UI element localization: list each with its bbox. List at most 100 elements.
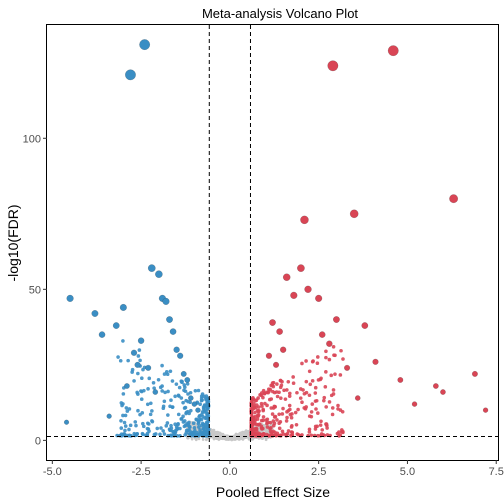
down-point xyxy=(166,316,173,323)
up-point xyxy=(270,389,275,394)
up-point xyxy=(313,427,318,431)
up-point xyxy=(290,412,294,416)
down-point xyxy=(140,376,144,381)
down-point xyxy=(124,406,129,410)
up-point xyxy=(307,427,312,432)
up-point xyxy=(285,410,289,414)
down-point xyxy=(204,414,209,419)
up-point xyxy=(330,406,335,410)
down-point xyxy=(185,409,190,414)
y-axis: 0 50 100 xyxy=(23,133,47,447)
up-point xyxy=(277,390,281,395)
down-point xyxy=(174,382,179,386)
up-point xyxy=(273,414,278,419)
up-point xyxy=(324,422,329,426)
up-point xyxy=(336,403,340,408)
up-point xyxy=(250,407,255,412)
down-point xyxy=(193,428,197,433)
up-point xyxy=(289,433,293,438)
down-point xyxy=(162,297,170,306)
x-tick-label: 5.0 xyxy=(400,466,415,478)
ns-point xyxy=(201,438,205,441)
down-point xyxy=(145,426,150,431)
down-point xyxy=(146,422,151,426)
up-point xyxy=(309,410,314,414)
down-point xyxy=(184,376,191,383)
up-point xyxy=(304,405,308,409)
up-point xyxy=(294,423,299,427)
up-point xyxy=(324,405,328,409)
up-point xyxy=(440,389,446,395)
down-point xyxy=(123,413,128,418)
up-point xyxy=(302,391,307,396)
up-point xyxy=(271,380,276,385)
down-point xyxy=(106,413,112,419)
down-point xyxy=(130,367,135,372)
up-point xyxy=(340,409,345,414)
up-point xyxy=(285,431,290,436)
down-point xyxy=(193,389,198,393)
down-point xyxy=(141,424,146,429)
up-point xyxy=(286,429,291,433)
down-point xyxy=(173,422,177,427)
down-point xyxy=(135,390,139,395)
up-point xyxy=(300,215,309,225)
up-point xyxy=(296,432,301,437)
down-point xyxy=(197,425,201,429)
down-point xyxy=(125,69,136,81)
x-axis-label: Pooled Effect Size xyxy=(216,484,330,500)
down-point xyxy=(138,412,142,417)
up-point xyxy=(283,397,288,401)
up-point xyxy=(318,423,323,427)
down-point xyxy=(189,432,194,436)
down-point xyxy=(165,421,170,425)
y-axis-label: -log10(FDR) xyxy=(5,204,21,281)
up-point xyxy=(270,412,275,416)
down-point xyxy=(156,377,161,382)
up-point xyxy=(281,406,285,411)
down-point xyxy=(137,337,145,344)
down-point xyxy=(196,420,201,424)
down-point xyxy=(98,331,106,338)
up-point xyxy=(327,357,332,362)
down-point xyxy=(136,408,140,413)
down-point xyxy=(169,328,177,335)
up-point xyxy=(285,415,289,420)
down-point xyxy=(192,426,197,430)
down-point xyxy=(173,394,177,399)
data-points xyxy=(63,39,489,438)
down-point xyxy=(162,399,167,404)
down-point xyxy=(185,382,190,386)
up-point xyxy=(296,407,300,412)
up-point xyxy=(276,328,283,335)
down-point xyxy=(158,432,162,437)
up-point xyxy=(291,375,295,379)
up-point xyxy=(272,361,280,368)
up-point xyxy=(332,316,340,323)
down-point xyxy=(169,433,174,437)
up-point xyxy=(269,430,274,435)
down-point xyxy=(119,418,123,423)
down-point xyxy=(139,389,143,393)
up-point xyxy=(268,420,273,425)
down-point xyxy=(200,412,204,417)
up-point xyxy=(284,419,289,423)
down-point xyxy=(116,355,120,359)
up-point xyxy=(265,417,270,422)
up-point xyxy=(300,361,304,366)
up-point xyxy=(275,382,279,386)
up-point xyxy=(316,411,320,415)
down-point xyxy=(141,432,145,437)
up-point xyxy=(411,401,418,407)
down-point xyxy=(179,417,184,421)
down-point xyxy=(178,426,182,431)
up-point xyxy=(322,398,326,403)
down-point xyxy=(163,390,167,395)
up-point xyxy=(307,369,312,374)
up-point xyxy=(282,273,291,282)
up-point xyxy=(249,418,254,423)
down-point xyxy=(166,433,170,438)
up-point xyxy=(275,394,280,399)
down-point xyxy=(200,421,205,426)
up-point xyxy=(289,415,294,420)
